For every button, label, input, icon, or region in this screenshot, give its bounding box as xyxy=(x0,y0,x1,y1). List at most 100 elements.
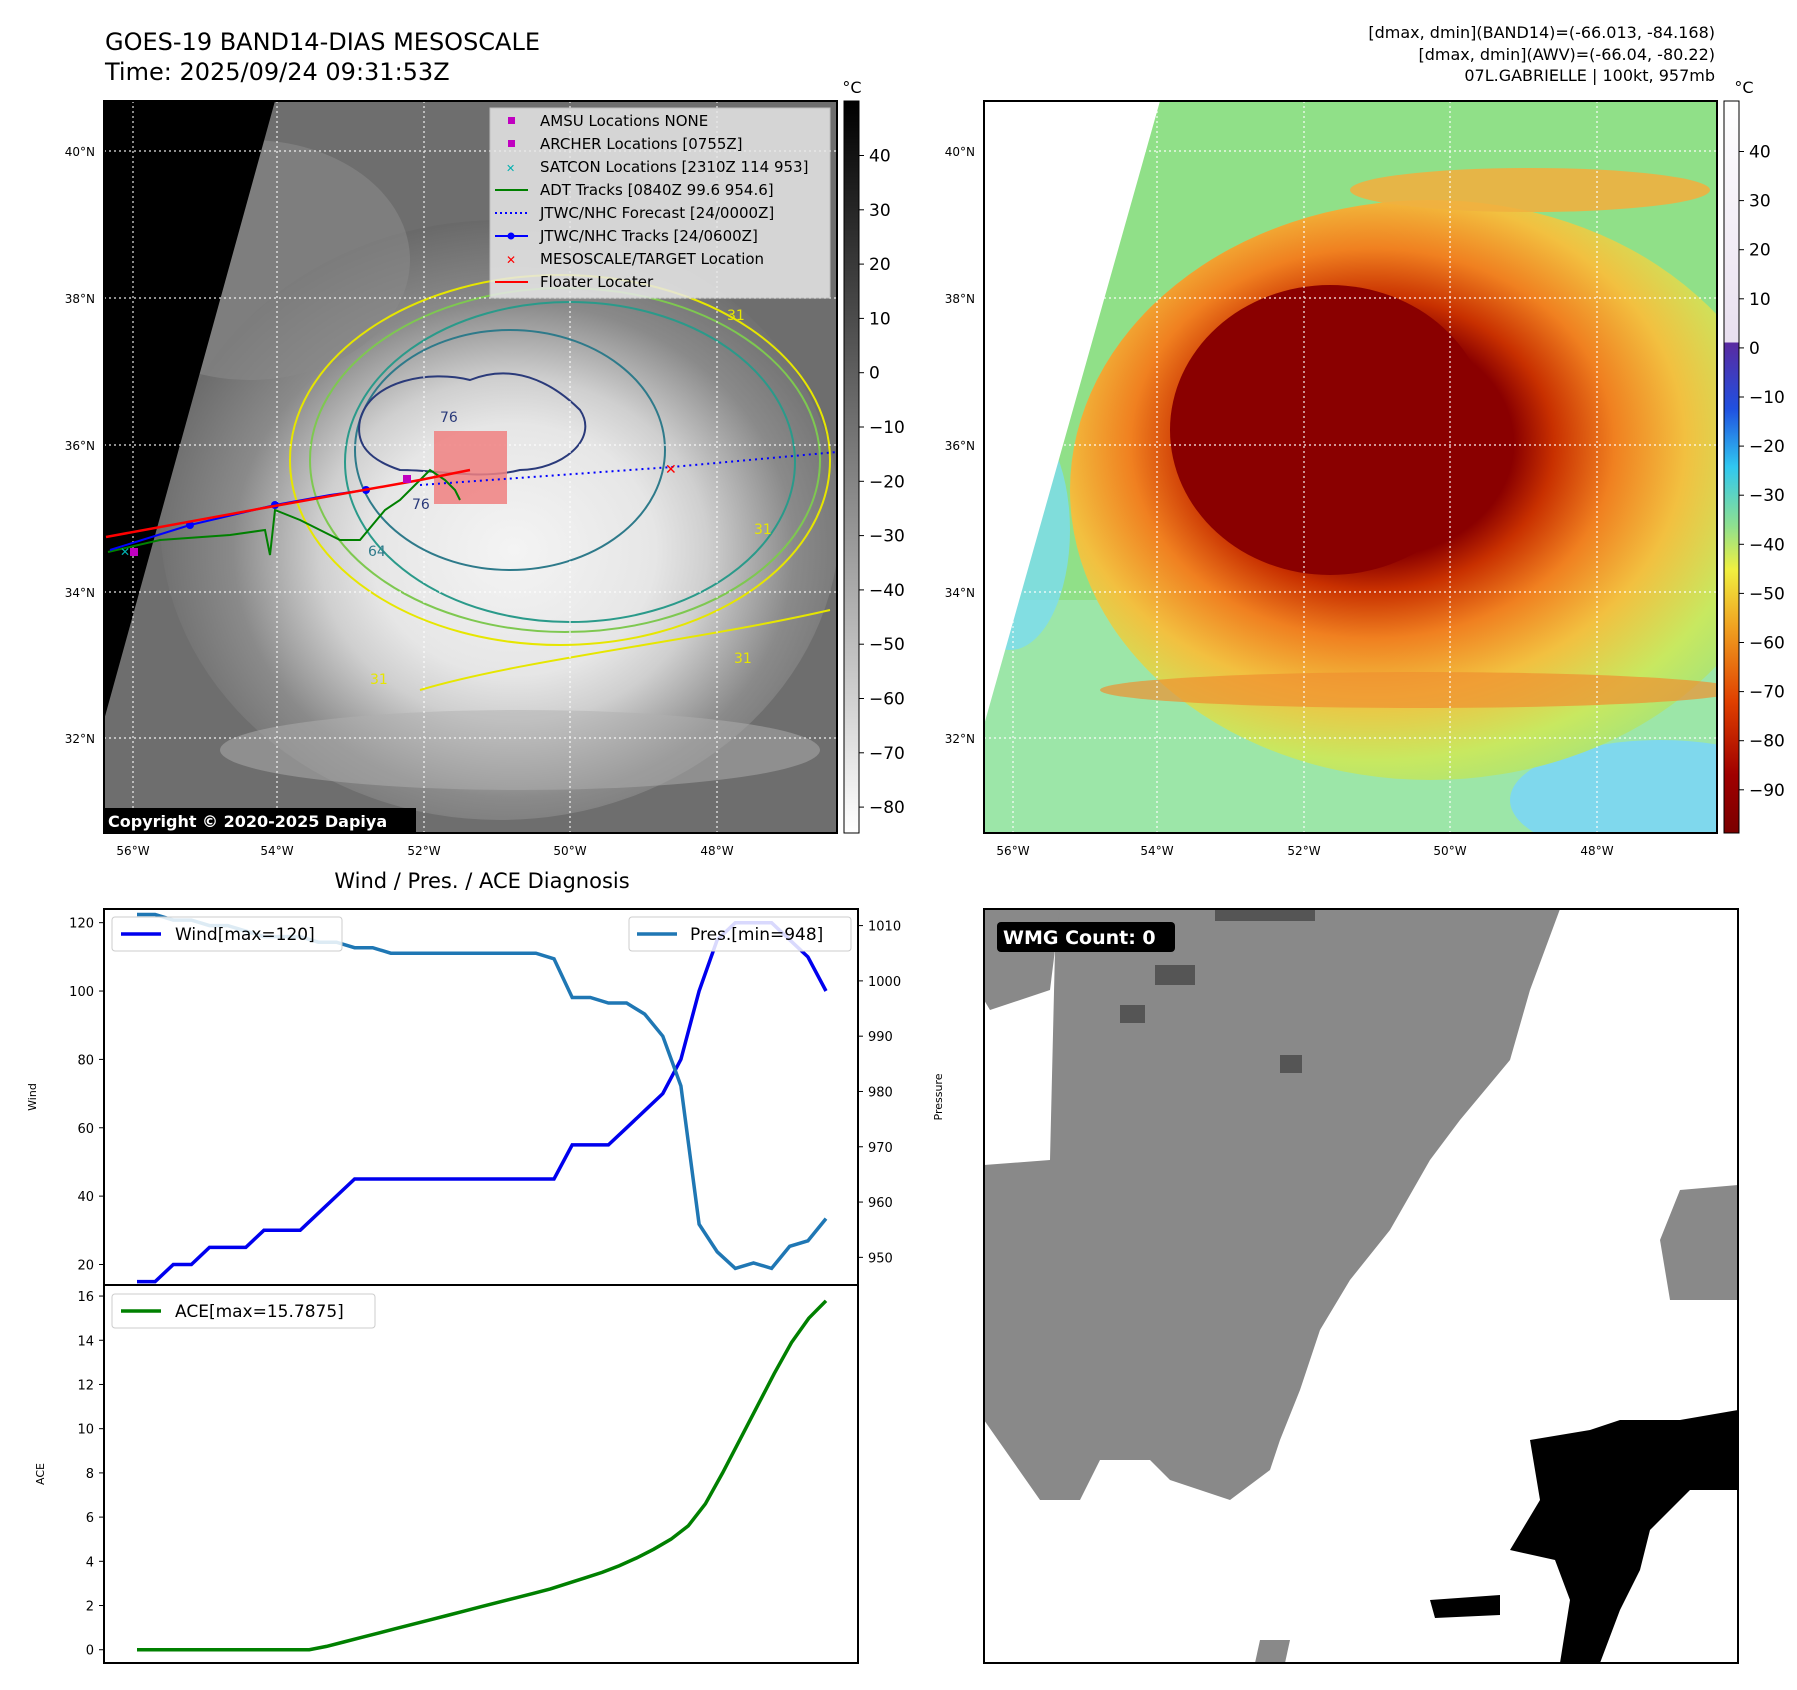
awv-space xyxy=(984,101,1160,725)
legend-marker-target: ✕ xyxy=(506,253,516,267)
archer-location xyxy=(403,475,411,483)
ir-colorbar-unit: °C xyxy=(842,78,861,97)
awv-colorbar-tick-label: −30 xyxy=(1749,486,1785,506)
awv-colorbar-tick-label: 30 xyxy=(1749,192,1771,212)
contour-76 xyxy=(358,372,587,476)
awv-colorbar xyxy=(1723,100,1740,834)
awv-cyan-south xyxy=(1510,740,1717,833)
ir-colorbar-tick-label: 30 xyxy=(869,201,891,221)
ir-colorbar-tick-label: 20 xyxy=(869,255,891,275)
awv-lon-label: 52°W xyxy=(1287,844,1320,858)
wind-chart-frame xyxy=(103,908,859,1286)
awv-colorbar-tick-label: −70 xyxy=(1749,683,1785,703)
ir-colorbar-tick-label: −30 xyxy=(869,527,905,547)
pres-legend-box xyxy=(628,916,852,952)
contour-label: 76 xyxy=(412,497,430,513)
amsu-location xyxy=(130,548,138,556)
wmg-dark-cell xyxy=(1215,909,1315,921)
pres-ytick-label: 1010 xyxy=(868,920,901,935)
pres-ytick-label: 1000 xyxy=(868,975,901,990)
awv-colorbar-tick-label: 40 xyxy=(1749,143,1771,163)
awv-core xyxy=(1170,285,1490,575)
contour-label: 31 xyxy=(370,672,388,688)
pres-ytick-label: 950 xyxy=(868,1251,893,1266)
wind-ytick-label: 40 xyxy=(77,1190,94,1205)
wind-pressure-chart: 20 40 60 80 100 120 Wind 950 960 970 980 990 1000 101… xyxy=(26,908,945,1286)
ir-cloud-band-2 xyxy=(220,710,820,790)
ir-colorbar-tick-label: −80 xyxy=(869,798,905,818)
awv-gridlines xyxy=(984,101,1717,833)
ir-colorbar-tick-label: −60 xyxy=(869,690,905,710)
ir-lon-label: 52°W xyxy=(407,844,440,858)
legend-label-target: MESOSCALE/TARGET Location xyxy=(540,250,764,268)
ir-colorbar-ticks: 40 30 20 10 0 −10 −20 −30 −40 −50 −60 −70 −80 xyxy=(859,147,905,818)
ir-space xyxy=(104,101,275,720)
wind-legend-label: Wind[max=120] xyxy=(175,925,315,945)
awv-dry-band-north xyxy=(1350,168,1710,212)
awv-colorbar-tick-label: −10 xyxy=(1749,388,1785,408)
awv-colorbar-tick-label: 0 xyxy=(1749,339,1760,359)
awv-colorbar-tick-label: 10 xyxy=(1749,290,1771,310)
legend-marker-amsu xyxy=(508,117,515,124)
legend-marker-archer xyxy=(508,140,515,147)
pres-ytick-label: 960 xyxy=(868,1196,893,1211)
wind-ylabel: Wind xyxy=(26,1083,39,1111)
awv-colorbar-tick-label: 20 xyxy=(1749,241,1771,261)
awv-lat-label: 38°N xyxy=(945,292,975,306)
ir-legend: ✕ ✕ AMSU Locations NONE ARCHER Locations… xyxy=(489,107,831,299)
ace-chart: 0 2 4 6 8 10 12 14 16 ACE ACE[max=15.7875] xyxy=(34,1284,859,1664)
ir-lat-label: 34°N xyxy=(65,586,95,600)
awv-frame xyxy=(983,100,1718,834)
ace-ytick-label: 16 xyxy=(77,1290,94,1305)
ir-colorbar-tick-label: −40 xyxy=(869,581,905,601)
awv-colorbar-tick-label: −80 xyxy=(1749,732,1785,752)
wind-legend-box xyxy=(111,916,343,952)
ace-series-line xyxy=(137,1299,828,1652)
ace-chart-frame xyxy=(103,1284,859,1664)
contour-31-south xyxy=(419,609,831,691)
ir-colorbar-tick-label: −20 xyxy=(869,472,905,492)
figure-title: GOES-19 BAND14-DIAS MESOSCALE xyxy=(105,28,540,56)
pres-ylabel: Pressure xyxy=(932,1073,945,1120)
wind-ytick-label: 60 xyxy=(77,1122,94,1137)
ir-colorbar-tick-label: −10 xyxy=(869,418,905,438)
wind-ytick-label: 80 xyxy=(77,1053,94,1068)
ir-lat-label: 36°N xyxy=(65,439,95,453)
figure-time: Time: 2025/09/24 09:31:53Z xyxy=(104,58,450,86)
awv-lon-label: 54°W xyxy=(1140,844,1173,858)
ace-ytick-label: 8 xyxy=(86,1467,94,1482)
pres-legend-label: Pres.[min=948] xyxy=(690,925,823,945)
copyright-badge xyxy=(104,808,416,833)
legend-label-satcon: SATCON Locations [2310Z 114 953] xyxy=(540,158,808,176)
ir-colorbar-tick-label: −50 xyxy=(869,635,905,655)
awv-colorbar-ticks: 40 30 20 10 0 −10 −20 −30 −40 −50 −60 −70 −80 −90 xyxy=(1739,143,1785,801)
mesoscale-target: ✕ xyxy=(665,462,677,478)
awv-colorbar-unit: °C xyxy=(1734,78,1753,97)
wind-ytick-label: 100 xyxy=(69,985,94,1000)
awv-colorbar-tick-label: −40 xyxy=(1749,535,1785,555)
wmg-badge: WMG Count: 0 xyxy=(1003,927,1156,949)
ir-colorbar-tick-label: −70 xyxy=(869,744,905,764)
legend-marker-satcon: ✕ xyxy=(506,162,515,175)
legend-label-track: JTWC/NHC Tracks [24/0600Z] xyxy=(539,227,758,245)
ir-storm-cloud xyxy=(160,220,837,820)
legend-label-amsu: AMSU Locations NONE xyxy=(540,112,708,130)
ace-ytick-label: 14 xyxy=(77,1334,94,1349)
ace-legend-box xyxy=(111,1293,376,1329)
awv-lat-label: 36°N xyxy=(945,439,975,453)
wmg-badge-bg xyxy=(997,922,1175,952)
ir-legend-box xyxy=(489,107,831,299)
ir-colorbar-tick-label: 0 xyxy=(869,364,880,384)
ace-ytick-label: 2 xyxy=(86,1600,94,1615)
ir-colorbar-tick-label: 40 xyxy=(869,147,891,167)
floater-locater xyxy=(105,468,471,539)
ace-ytick-label: 12 xyxy=(77,1378,94,1393)
awv-colorbar-tick-label: −50 xyxy=(1749,584,1785,604)
wmg-dark-cell xyxy=(1155,965,1195,985)
wmg-black-region xyxy=(1510,1410,1738,1663)
wind-ytick-label: 20 xyxy=(77,1258,94,1273)
awv-lat-label: 34°N xyxy=(945,586,975,600)
wmg-dark-cell xyxy=(1280,1055,1302,1073)
contour-label: 31 xyxy=(754,522,772,538)
